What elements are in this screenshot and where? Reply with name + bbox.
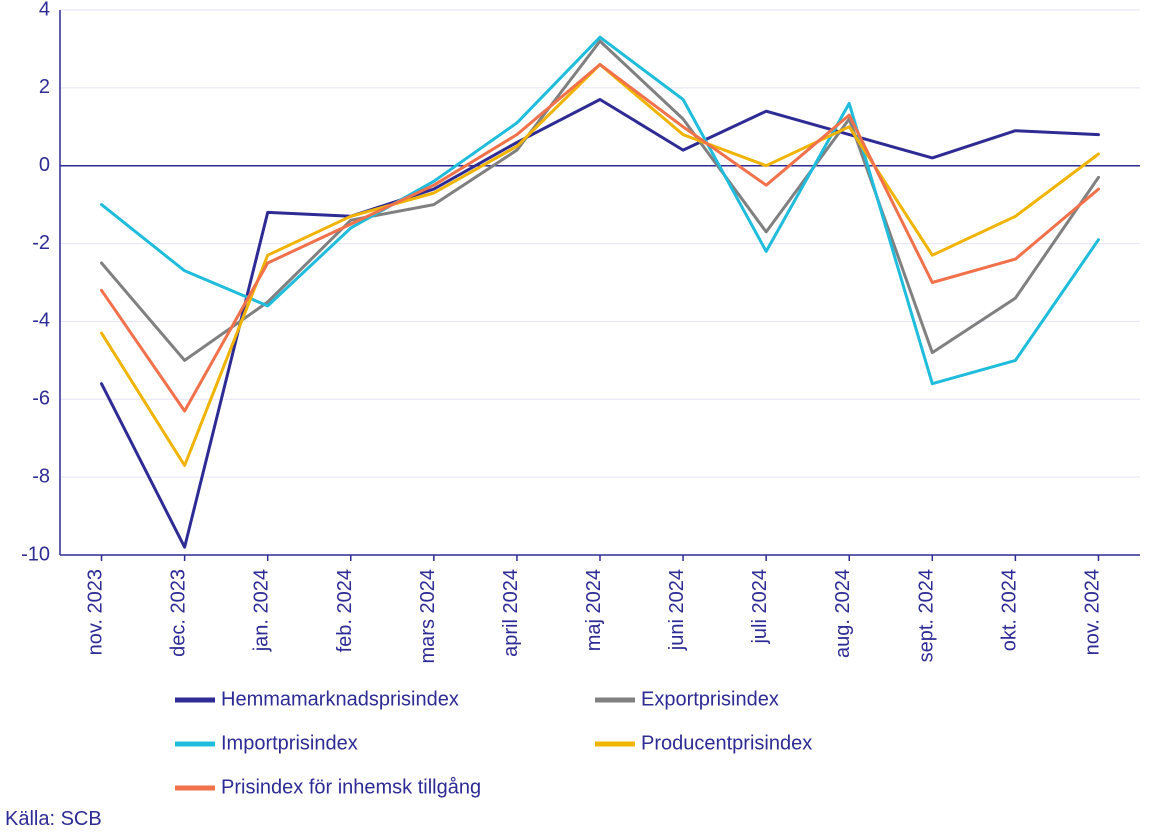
legend-label: Exportprisindex — [641, 688, 779, 710]
legend-label: Producentprisindex — [641, 732, 812, 754]
y-tick-label: -2 — [32, 232, 50, 254]
legend-label: Importprisindex — [221, 732, 358, 754]
y-tick-label: -6 — [32, 388, 50, 410]
chart-container: -10 -8 -6 -4 -2 0 2 4 nov. 2023 dec. 2023 jan. 202… — [0, 0, 1161, 836]
y-tick-label: -10 — [21, 543, 50, 565]
chart-bg — [0, 0, 1161, 836]
source-label: Källa: SCB — [5, 808, 102, 830]
x-tick-label: feb. 2024 — [334, 569, 356, 652]
y-tick-label: -8 — [32, 465, 50, 487]
line-chart: -10 -8 -6 -4 -2 0 2 4 nov. 2023 dec. 2023 jan. 202… — [0, 0, 1161, 836]
y-tick-label: 2 — [39, 76, 50, 98]
y-tick-label: -4 — [32, 310, 50, 332]
x-tick-label: nov. 2023 — [85, 569, 107, 655]
x-tick-label: okt. 2024 — [998, 569, 1020, 651]
x-tick-label: jan. 2024 — [251, 569, 273, 652]
legend-label: Hemmamarknadsprisindex — [221, 688, 459, 710]
x-tick-label: sept. 2024 — [915, 569, 937, 662]
x-tick-label: nov. 2024 — [1081, 569, 1103, 655]
x-tick-label: mars 2024 — [417, 569, 439, 664]
y-tick-label: 4 — [39, 0, 50, 20]
y-tick-label: 0 — [39, 154, 50, 176]
x-tick-label: dec. 2023 — [168, 569, 190, 657]
x-tick-label: april 2024 — [500, 569, 522, 657]
x-tick-label: aug. 2024 — [832, 569, 854, 658]
x-tick-label: juni 2024 — [666, 569, 688, 651]
x-tick-label: juli 2024 — [749, 569, 771, 645]
x-tick-label: maj 2024 — [583, 569, 605, 651]
legend-label: Prisindex för inhemsk tillgång — [221, 776, 481, 798]
